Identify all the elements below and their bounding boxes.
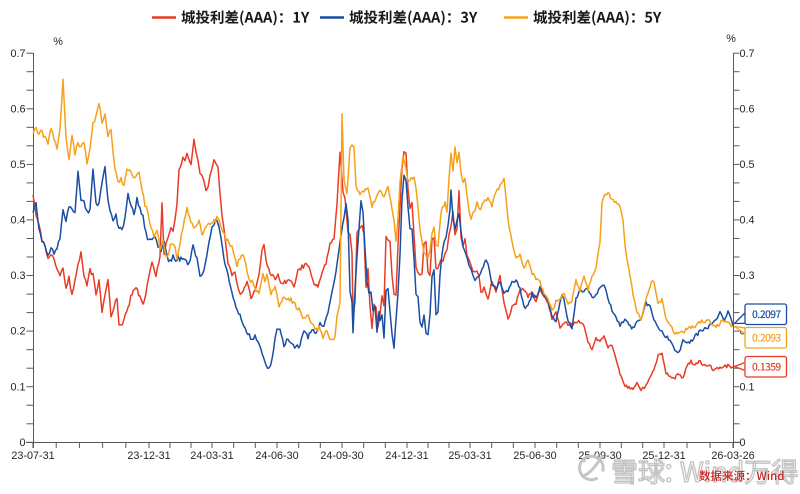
svg-text:23-12-31: 23-12-31 [127, 450, 170, 462]
svg-text:%: % [726, 33, 736, 45]
svg-text:0.2: 0.2 [10, 326, 25, 338]
svg-text:24-12-31: 24-12-31 [385, 450, 428, 462]
svg-text:0.1: 0.1 [740, 381, 755, 393]
svg-text:24-09-30: 24-09-30 [320, 450, 363, 462]
svg-text:0.6: 0.6 [740, 103, 755, 115]
svg-text:25-03-31: 25-03-31 [448, 450, 491, 462]
svg-text:0: 0 [740, 437, 746, 449]
svg-text:0.1: 0.1 [10, 381, 25, 393]
svg-text:0.6: 0.6 [10, 103, 25, 115]
svg-text:23-07-31: 23-07-31 [11, 450, 54, 462]
svg-text:%: % [53, 36, 63, 48]
svg-text:0.5: 0.5 [740, 159, 755, 171]
svg-text:0: 0 [19, 437, 25, 449]
svg-text:24-03-31: 24-03-31 [190, 450, 233, 462]
svg-text:0.3: 0.3 [10, 270, 25, 282]
svg-text:0.5: 0.5 [10, 159, 25, 171]
svg-text:0.4: 0.4 [10, 215, 25, 227]
svg-text:0.4: 0.4 [740, 215, 755, 227]
svg-text:25-06-30: 25-06-30 [513, 450, 556, 462]
svg-text:0.7: 0.7 [10, 48, 25, 60]
svg-text:26-03-26: 26-03-26 [711, 450, 754, 462]
svg-text:0.7: 0.7 [740, 48, 755, 60]
svg-text:0.3: 0.3 [740, 270, 755, 282]
svg-text:25-09-30: 25-09-30 [578, 450, 621, 462]
svg-text:24-06-30: 24-06-30 [255, 450, 298, 462]
svg-text:25-12-31: 25-12-31 [642, 450, 685, 462]
